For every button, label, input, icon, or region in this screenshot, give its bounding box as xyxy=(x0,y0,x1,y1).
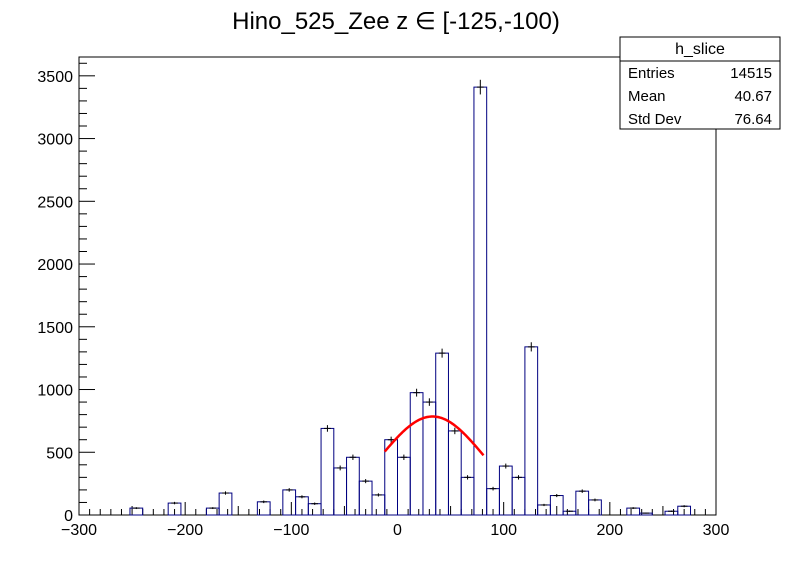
histogram-bar xyxy=(307,503,322,516)
x-tick-label: −100 xyxy=(273,522,309,539)
stats-box-frame xyxy=(619,36,781,130)
x-tick-label: 300 xyxy=(703,522,730,539)
y-tick-label: 2500 xyxy=(37,194,73,211)
histogram-bar xyxy=(447,430,462,516)
histogram-bars xyxy=(129,86,692,516)
x-tick-label: 0 xyxy=(393,522,402,539)
x-tick-label: 200 xyxy=(596,522,623,539)
y-tick-label: 1000 xyxy=(37,383,73,400)
y-tick-label: 2000 xyxy=(37,257,73,274)
histogram-bar xyxy=(320,427,335,516)
stats-box: h_slice Entries 14515 Mean 40.67 Std Dev… xyxy=(619,36,781,130)
histogram-bar xyxy=(537,504,551,516)
chart-title: Hino_525_Zee z ∈ [-125,-100) xyxy=(232,8,560,35)
histogram-bar xyxy=(524,346,539,516)
histogram-bar xyxy=(397,456,411,516)
stats-mean-value: 40.67 xyxy=(734,88,772,105)
histogram-bar xyxy=(371,494,386,516)
x-tick-label: −300 xyxy=(61,522,97,539)
fit-curve-group xyxy=(383,415,485,457)
histogram-bar xyxy=(626,507,641,516)
stats-title: h_slice xyxy=(675,41,725,58)
stats-stddev-value: 76.64 xyxy=(734,111,772,128)
stats-mean-label: Mean xyxy=(628,88,666,105)
x-tick-label: 100 xyxy=(490,522,517,539)
fit-curve xyxy=(383,415,485,457)
y-tick-label: 500 xyxy=(46,445,73,462)
histogram-bar xyxy=(422,401,437,516)
histogram-bar xyxy=(435,352,449,516)
y-tick-label: 3000 xyxy=(37,132,73,149)
stats-stddev-label: Std Dev xyxy=(628,111,682,128)
histogram-bar xyxy=(346,456,360,516)
y-tick-label: 0 xyxy=(64,508,73,525)
histogram-bar xyxy=(282,489,297,516)
error-bars xyxy=(82,79,713,516)
histogram-bar xyxy=(218,492,233,516)
x-tick-label: −200 xyxy=(167,522,203,539)
y-tick-label: 1500 xyxy=(37,320,73,337)
y-tick-label: 3500 xyxy=(37,69,73,86)
stats-entries-value: 14515 xyxy=(730,65,772,82)
stats-entries-label: Entries xyxy=(628,65,675,82)
histogram-bar xyxy=(498,465,513,516)
histogram-bar xyxy=(409,392,424,516)
